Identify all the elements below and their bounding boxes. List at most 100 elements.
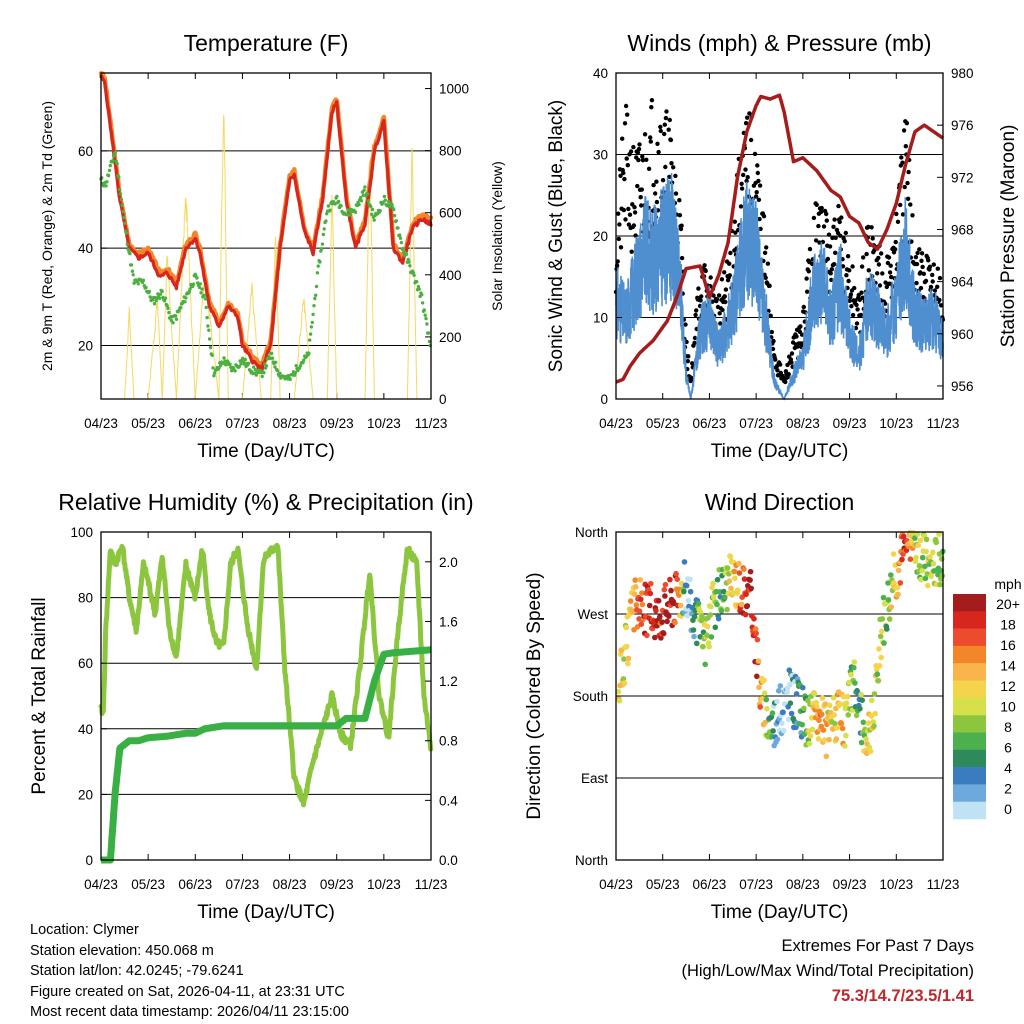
gust-point — [930, 272, 935, 278]
gust-point — [666, 127, 671, 132]
dewpoint-point — [233, 369, 237, 373]
gust-point — [819, 209, 824, 214]
dewpoint-point — [365, 192, 370, 196]
direction-point — [820, 727, 827, 733]
gust-point — [866, 268, 871, 273]
gust-point — [794, 334, 799, 339]
dewpoint-point — [319, 247, 324, 251]
y-right-tick-label: 2.0 — [439, 555, 458, 570]
gust-point — [764, 245, 769, 250]
gust-point — [887, 270, 893, 275]
gust-point — [789, 360, 794, 365]
direction-point — [937, 581, 943, 588]
colorbar-label: 0 — [1004, 801, 1012, 817]
y-right-tick-label: 600 — [439, 206, 462, 221]
dewpoint-point — [158, 292, 163, 296]
dewpoint-point — [199, 291, 203, 295]
dewpoint-point — [359, 196, 363, 200]
gust-point — [617, 222, 622, 227]
direction-point — [683, 582, 690, 589]
dewpoint-point — [320, 242, 325, 246]
dewpoint-point — [308, 338, 312, 342]
x-tick-label: 11/23 — [415, 416, 448, 431]
dewpoint-point — [174, 317, 179, 321]
x-tick-label: 09/23 — [320, 416, 354, 431]
dewpoint-point — [412, 273, 416, 277]
direction-point — [851, 659, 858, 665]
gust-point — [901, 128, 907, 133]
direction-point — [704, 623, 711, 630]
gust-point — [745, 115, 750, 120]
direction-point — [885, 580, 891, 586]
dewpoint-point — [422, 308, 426, 312]
direction-point — [844, 693, 851, 700]
panel-1-title: Temperature (F) — [184, 30, 349, 56]
colorbar-label: 14 — [1000, 658, 1016, 674]
gust-point — [905, 180, 910, 186]
direction-point — [763, 696, 770, 703]
gust-point — [658, 128, 663, 134]
y-right-tick-label: 1.6 — [439, 614, 458, 629]
direction-point — [632, 584, 639, 590]
direction-point — [633, 602, 640, 608]
direction-point — [615, 688, 622, 695]
direction-point — [821, 737, 828, 743]
gust-point — [752, 151, 758, 157]
direction-point — [710, 594, 717, 600]
gust-point — [913, 255, 919, 260]
gust-point — [914, 261, 920, 267]
dewpoint-point — [156, 292, 160, 296]
dewpoint-point — [269, 351, 274, 356]
gust-point — [861, 255, 866, 260]
x-tick-label: 05/23 — [646, 877, 680, 892]
dewpoint-point — [108, 163, 113, 168]
direction-point — [664, 618, 670, 625]
extremes-subtitle: (High/Low/Max Wind/Total Precipitation) — [681, 962, 974, 980]
dewpoint-point — [129, 263, 134, 267]
direction-point — [913, 554, 919, 561]
dewpoint-point — [105, 180, 109, 184]
gust-point — [632, 205, 637, 210]
dewpoint-point — [417, 287, 421, 291]
gust-point — [639, 203, 644, 208]
direction-point — [823, 753, 830, 760]
gust-point — [813, 238, 819, 243]
gust-point — [858, 312, 864, 318]
direction-point — [673, 570, 679, 577]
direction-point — [708, 603, 714, 610]
panel-4: Wind Direction 04/23 05/23 06/23 07/23 08/23 0… — [524, 489, 1022, 923]
dewpoint-point — [394, 219, 398, 223]
gust-point — [893, 239, 898, 245]
gust-point — [847, 268, 852, 273]
dewpoint-point — [392, 207, 396, 212]
gust-point — [622, 176, 627, 182]
gust-point — [627, 212, 633, 217]
x-tick-label: 06/23 — [693, 416, 727, 431]
direction-point — [819, 695, 826, 701]
gust-point — [649, 98, 655, 103]
gust-point — [635, 150, 641, 155]
direction-point — [859, 697, 865, 703]
direction-point — [917, 537, 924, 544]
direction-point — [919, 554, 926, 561]
direction-point — [912, 535, 918, 541]
dewpoint-point — [398, 236, 403, 240]
dewpoint-point — [420, 301, 425, 305]
gust-point — [662, 122, 667, 127]
y-tick-label: 40 — [78, 241, 93, 256]
dewpoint-point — [286, 373, 291, 378]
dewpoint-point — [328, 208, 332, 212]
gust-point — [906, 169, 911, 175]
gust-point — [829, 277, 834, 283]
dewpoint-point — [372, 218, 376, 222]
dewpoint-point — [278, 371, 282, 375]
dewpoint-point — [113, 150, 118, 155]
direction-point — [799, 721, 805, 728]
direction-point — [879, 616, 886, 622]
gust-point — [625, 163, 630, 168]
y-tick-label: 60 — [78, 656, 93, 671]
direction-point — [714, 576, 721, 583]
gust-point — [677, 198, 682, 203]
gust-point — [625, 112, 630, 117]
